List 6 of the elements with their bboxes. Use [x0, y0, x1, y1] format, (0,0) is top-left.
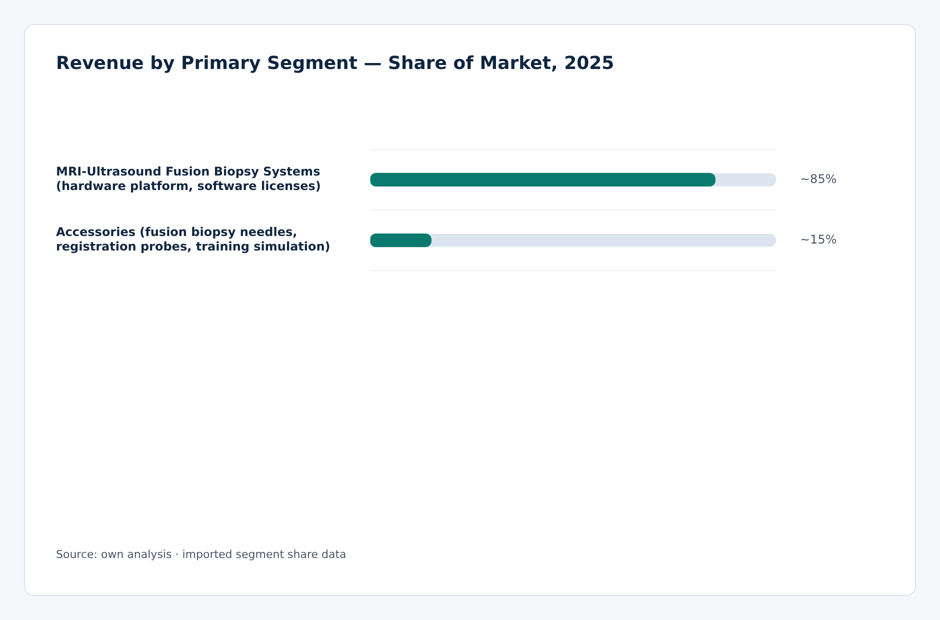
chart-title: Revenue by Primary Segment — Share of Market, 2025	[56, 53, 614, 74]
data-label: ~15%	[800, 232, 837, 246]
y-tick-label: MRI-Ultrasound Fusion Biopsy Systems (hardware platform, software licenses)	[56, 164, 321, 194]
y-tick-label: Accessories (fusion biopsy needles, registration probes, training simulation)	[56, 225, 330, 254]
data-label: ~85%	[800, 172, 837, 186]
source-note: Source: own analysis · imported segment share data	[56, 548, 346, 561]
